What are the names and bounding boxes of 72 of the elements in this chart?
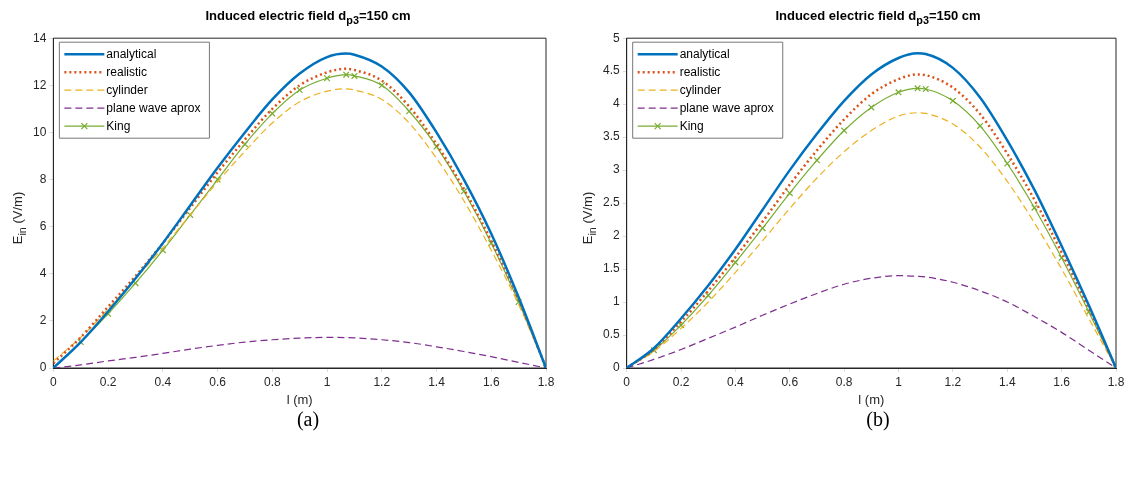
point [296,86,304,94]
legend-label: plane wave aprox [106,100,201,115]
y-tick-label: 0 [39,360,47,375]
chart-title: Induced electric field d$_{p3}$=150 cm [774,8,982,28]
legend-label: cylinder [106,82,148,97]
x-axis-title: l (m) [286,391,313,407]
y-tick-label: 1 [612,294,620,309]
point [323,74,331,82]
y-tick-label: 3 [612,162,620,177]
legend-label: analytical [106,46,157,61]
point [1031,204,1038,212]
point [342,71,350,79]
point [922,85,930,93]
legend-label: cylinder [679,82,722,97]
y-tick-label: 10 [32,124,47,139]
y-tick-label: 14 [32,30,47,45]
chart-title: Induced electric field d$_{p3}$=150 cm [204,8,412,28]
y-tick-label: 6 [39,218,47,233]
y-tick-label: 4 [612,96,620,111]
x-tick-label: 0 [623,374,631,389]
y-tick-label: 2 [612,228,620,243]
text: (b) [865,408,891,431]
x-tick-label: 0.8 [835,374,853,389]
y-tick-label: 1.5 [602,261,620,276]
y-tick-label: 5 [612,30,620,45]
x-tick-label: 1 [323,374,331,389]
point [813,156,821,164]
legend-label: plane wave aprox [679,100,774,115]
point [840,127,848,134]
x-tick-label: 0.6 [209,374,227,389]
x-tick-label: 1.4 [428,374,446,389]
point [914,84,921,92]
x-axis-title: l (m) [858,391,885,407]
x-tick-label: 0 [50,374,57,389]
x-tick-label: 0.2 [672,374,690,389]
point [704,292,712,299]
y-tick-label: 8 [39,171,47,186]
x-tick-label: 1.4 [998,374,1016,389]
y-tick-label: 3.5 [602,129,620,144]
x-tick-label: 1.8 [1107,374,1125,389]
x-tick-label: 0.4 [727,374,745,389]
y-tick-label: 0 [612,360,620,375]
y-tick-label: 2 [39,313,47,328]
point [460,187,468,195]
x-tick-label: 0.8 [263,374,281,389]
legend-label: analytical [679,46,730,61]
x-tick-label: 1.2 [373,374,391,389]
y-tick-label: 4.5 [602,63,620,78]
x-tick-label: 0.2 [99,374,117,389]
text: (a) [295,408,321,431]
point [268,110,276,118]
y-tick-label: 2.5 [602,195,620,210]
point [378,81,386,89]
legend-label: King [679,118,704,133]
x-tick-label: 1.6 [482,374,500,389]
point [350,72,358,80]
x-tick-label: 0.6 [781,374,799,389]
point [895,88,902,96]
legend-label: King [106,118,131,133]
x-tick-label: 1.6 [1053,374,1071,389]
x-tick-label: 1.2 [944,374,962,389]
x-tick-label: 1.8 [537,374,555,389]
y-tick-label: 0.5 [602,327,620,342]
point [867,104,875,111]
x-tick-label: 1 [895,374,903,389]
y-tick-label: 4 [39,266,47,281]
legend-label: realistic [679,64,721,79]
y-tick-label: 12 [32,77,47,92]
legend-label: realistic [106,64,148,79]
x-tick-label: 0.4 [154,374,172,389]
point [1003,160,1011,167]
point [759,224,767,232]
